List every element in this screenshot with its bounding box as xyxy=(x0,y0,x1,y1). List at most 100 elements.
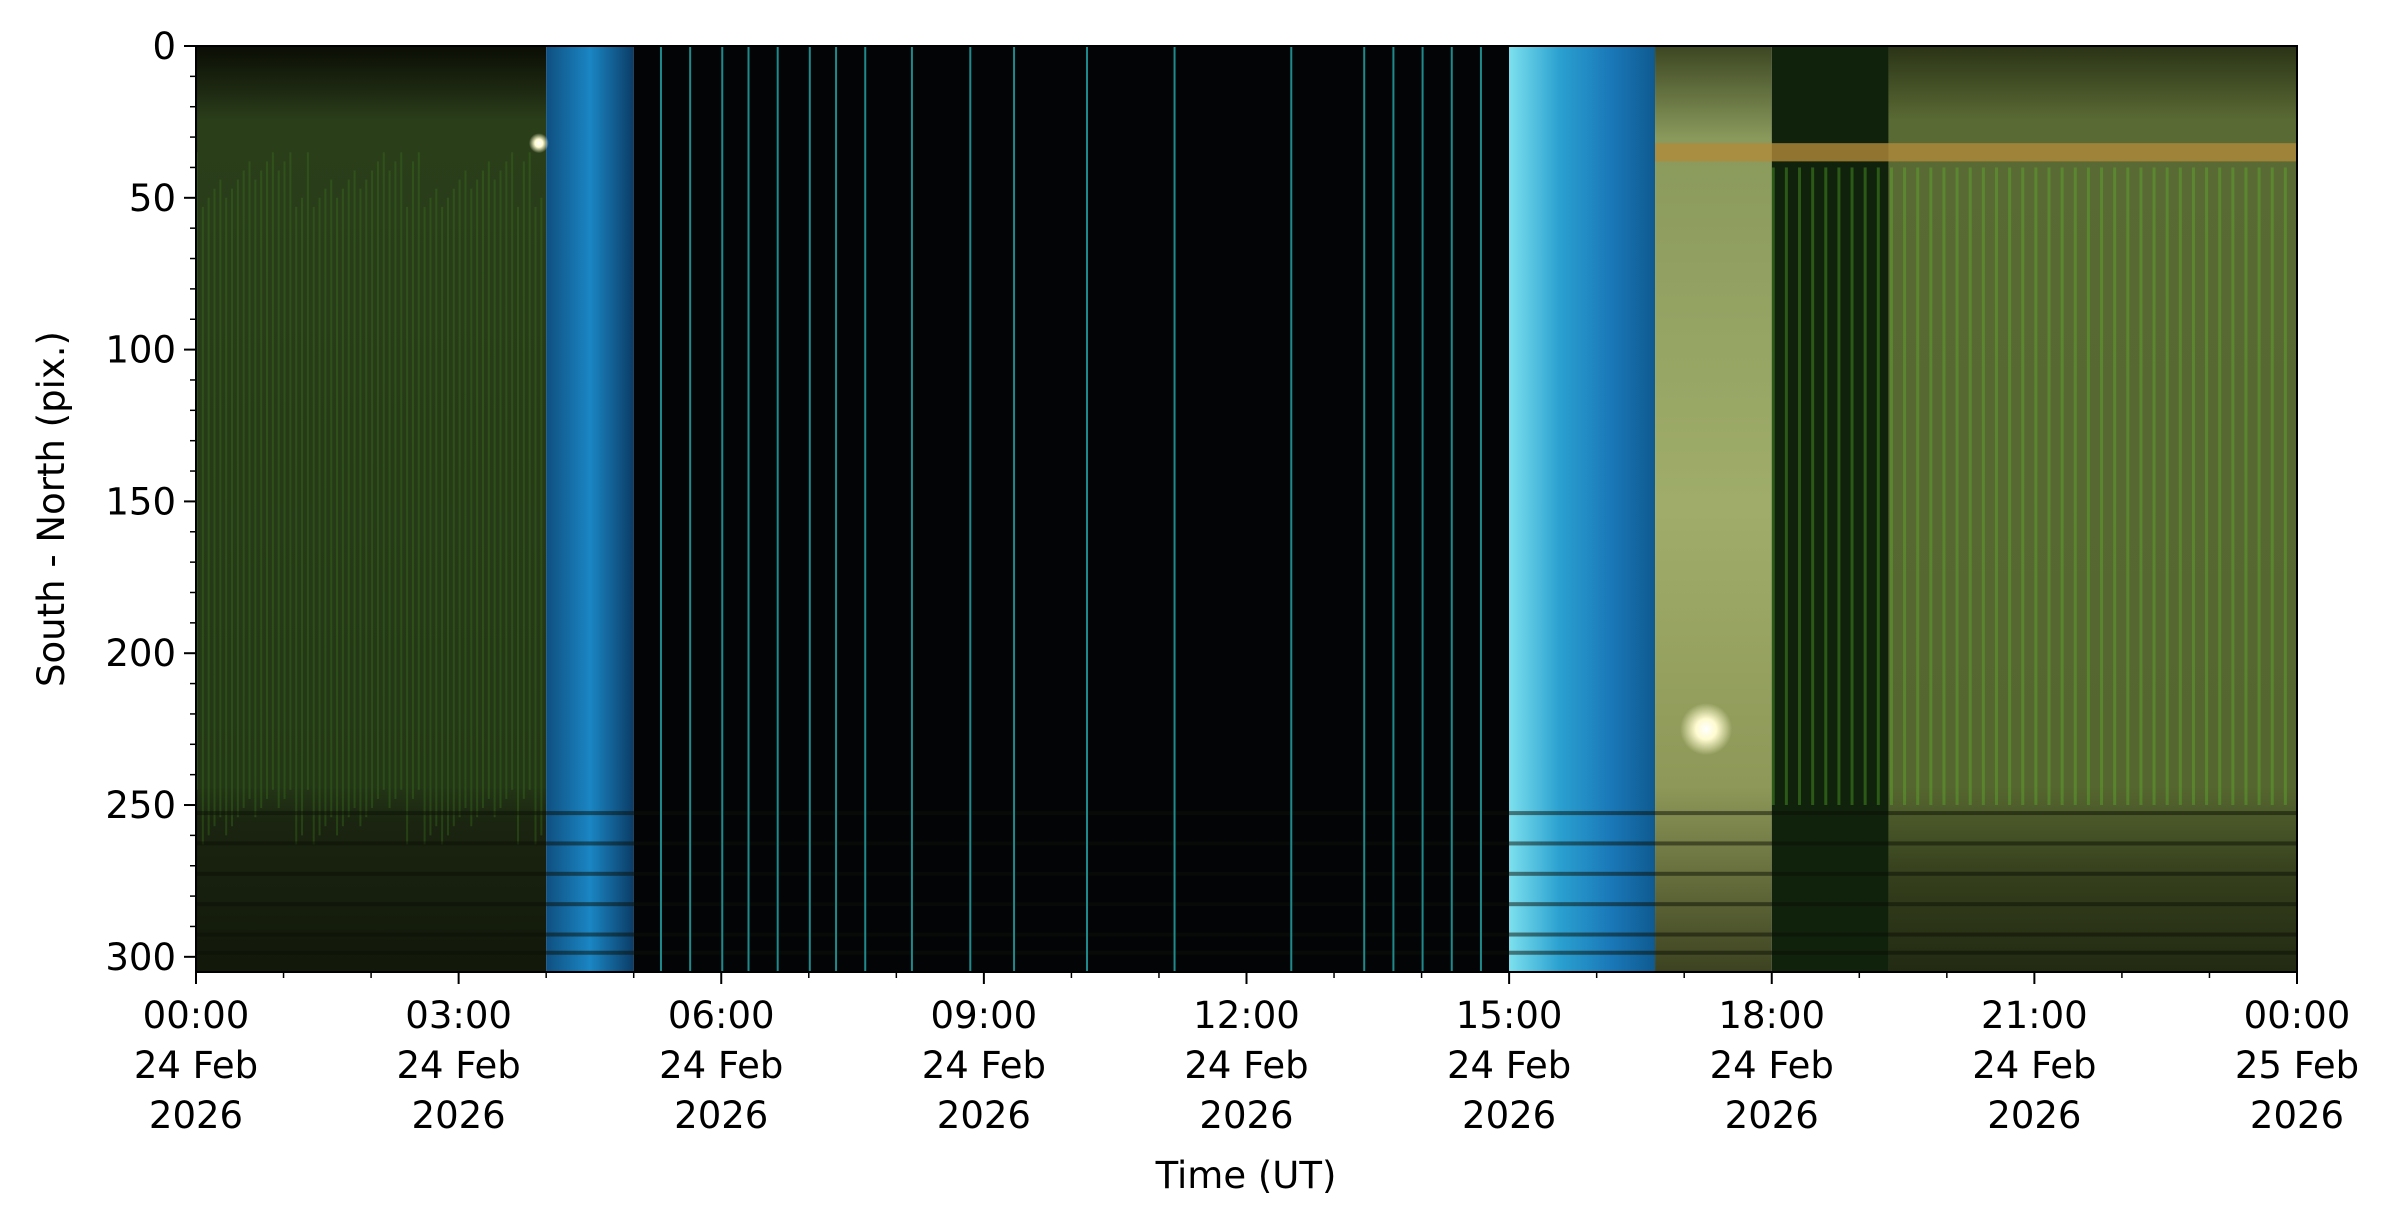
horizon-row xyxy=(196,811,2297,816)
streak xyxy=(371,170,374,809)
streak xyxy=(487,161,490,799)
streak xyxy=(2126,167,2130,806)
cyan-line xyxy=(1421,46,1424,972)
x-tick-label: 21:00 xyxy=(1981,994,2088,1037)
cyan-line xyxy=(1450,46,1453,972)
streak xyxy=(236,179,239,818)
streak xyxy=(283,161,286,799)
streak xyxy=(481,170,484,809)
streak xyxy=(1876,167,1880,806)
cyan-line xyxy=(721,46,724,972)
x-tick-label: 2026 xyxy=(412,1094,506,1137)
streak xyxy=(306,152,309,790)
streak xyxy=(2283,167,2287,806)
horizon-row xyxy=(196,871,2297,876)
streak xyxy=(1771,167,1775,806)
x-tick-label: 18:00 xyxy=(1718,994,1825,1037)
streak xyxy=(2231,167,2235,806)
streak xyxy=(231,188,234,827)
streak xyxy=(207,197,210,836)
y-tick-label: 300 xyxy=(105,936,176,979)
streak xyxy=(540,197,543,836)
y-tick-label: 200 xyxy=(105,632,176,675)
streak xyxy=(1994,167,1998,806)
band-3 xyxy=(1509,46,1656,972)
x-tick-label: 06:00 xyxy=(668,994,775,1037)
x-tick-label: 2026 xyxy=(149,1094,243,1137)
horizon-row xyxy=(196,932,2297,937)
horizon-glow xyxy=(1655,143,2297,162)
streak xyxy=(289,152,292,790)
band-6 xyxy=(1888,46,2297,972)
x-tick-label: 2026 xyxy=(937,1094,1031,1137)
horizon-row xyxy=(196,950,2297,955)
x-tick-label: 24 Feb xyxy=(1972,1044,2096,1087)
streak xyxy=(2073,167,2077,806)
x-tick-label: 24 Feb xyxy=(922,1044,1046,1087)
streak xyxy=(528,152,531,790)
streak xyxy=(1837,167,1841,806)
x-tick-label: 24 Feb xyxy=(396,1044,520,1087)
x-axis: 00:00 24 Feb 2026 03:00 24 Feb 2026 06:00 24 Fe… xyxy=(134,972,2359,1137)
cyan-line xyxy=(969,46,972,972)
streak xyxy=(359,188,362,827)
streak xyxy=(452,188,455,827)
x-tick-label: 2026 xyxy=(674,1094,768,1137)
streak xyxy=(429,197,432,836)
streak xyxy=(2113,167,2117,806)
streak xyxy=(1916,167,1920,806)
streak xyxy=(271,152,274,790)
cyan-line xyxy=(747,46,750,972)
streak xyxy=(2205,167,2209,806)
streak xyxy=(1955,167,1959,806)
aurora-streaks xyxy=(196,152,2287,845)
streak xyxy=(2152,167,2156,806)
streak xyxy=(1784,167,1788,806)
band-2 xyxy=(633,46,1510,972)
streak xyxy=(2257,167,2261,806)
y-tick-label: 100 xyxy=(105,329,176,372)
x-tick-label: 00:00 xyxy=(143,994,250,1037)
streak xyxy=(266,161,269,799)
streak xyxy=(318,197,321,836)
streak xyxy=(295,206,298,845)
x-tick-label: 24 Feb xyxy=(1710,1044,1834,1087)
cyan-line xyxy=(1290,46,1293,972)
streak xyxy=(277,170,280,809)
streak xyxy=(2021,167,2025,806)
streak xyxy=(219,179,222,818)
streak xyxy=(441,206,444,845)
x-tick-label: 24 Feb xyxy=(1184,1044,1308,1087)
x-tick-label: 12:00 xyxy=(1193,994,1300,1037)
streak xyxy=(1942,167,1946,806)
streak xyxy=(417,152,420,790)
x-tick-label: 2026 xyxy=(2250,1094,2344,1137)
x-tick-label: 2026 xyxy=(1199,1094,1293,1137)
y-tick-label: 150 xyxy=(105,480,176,523)
streak xyxy=(248,161,251,799)
cyan-line xyxy=(1479,46,1482,972)
horizon-rows xyxy=(196,811,2297,955)
x-axis-label: Time (UT) xyxy=(1155,1154,1337,1197)
streak xyxy=(1863,167,1867,806)
streak xyxy=(242,170,245,809)
y-axis-label: South - North (pix.) xyxy=(30,331,73,687)
cyan-line xyxy=(808,46,811,972)
streak xyxy=(470,188,473,827)
streak xyxy=(505,161,508,799)
streak xyxy=(260,170,263,809)
streak xyxy=(394,161,397,799)
streak xyxy=(400,152,403,790)
streak xyxy=(382,152,385,790)
x-tick-label: 2026 xyxy=(1462,1094,1556,1137)
streak xyxy=(435,188,438,827)
streak xyxy=(534,206,537,845)
streak xyxy=(2178,167,2182,806)
x-tick-label: 24 Feb xyxy=(1447,1044,1571,1087)
streak xyxy=(365,179,368,818)
x-tick-label: 00:00 xyxy=(2244,994,2351,1037)
x-tick-label: 03:00 xyxy=(405,994,512,1037)
plot-area xyxy=(196,46,2297,972)
cyan-line xyxy=(659,46,662,972)
